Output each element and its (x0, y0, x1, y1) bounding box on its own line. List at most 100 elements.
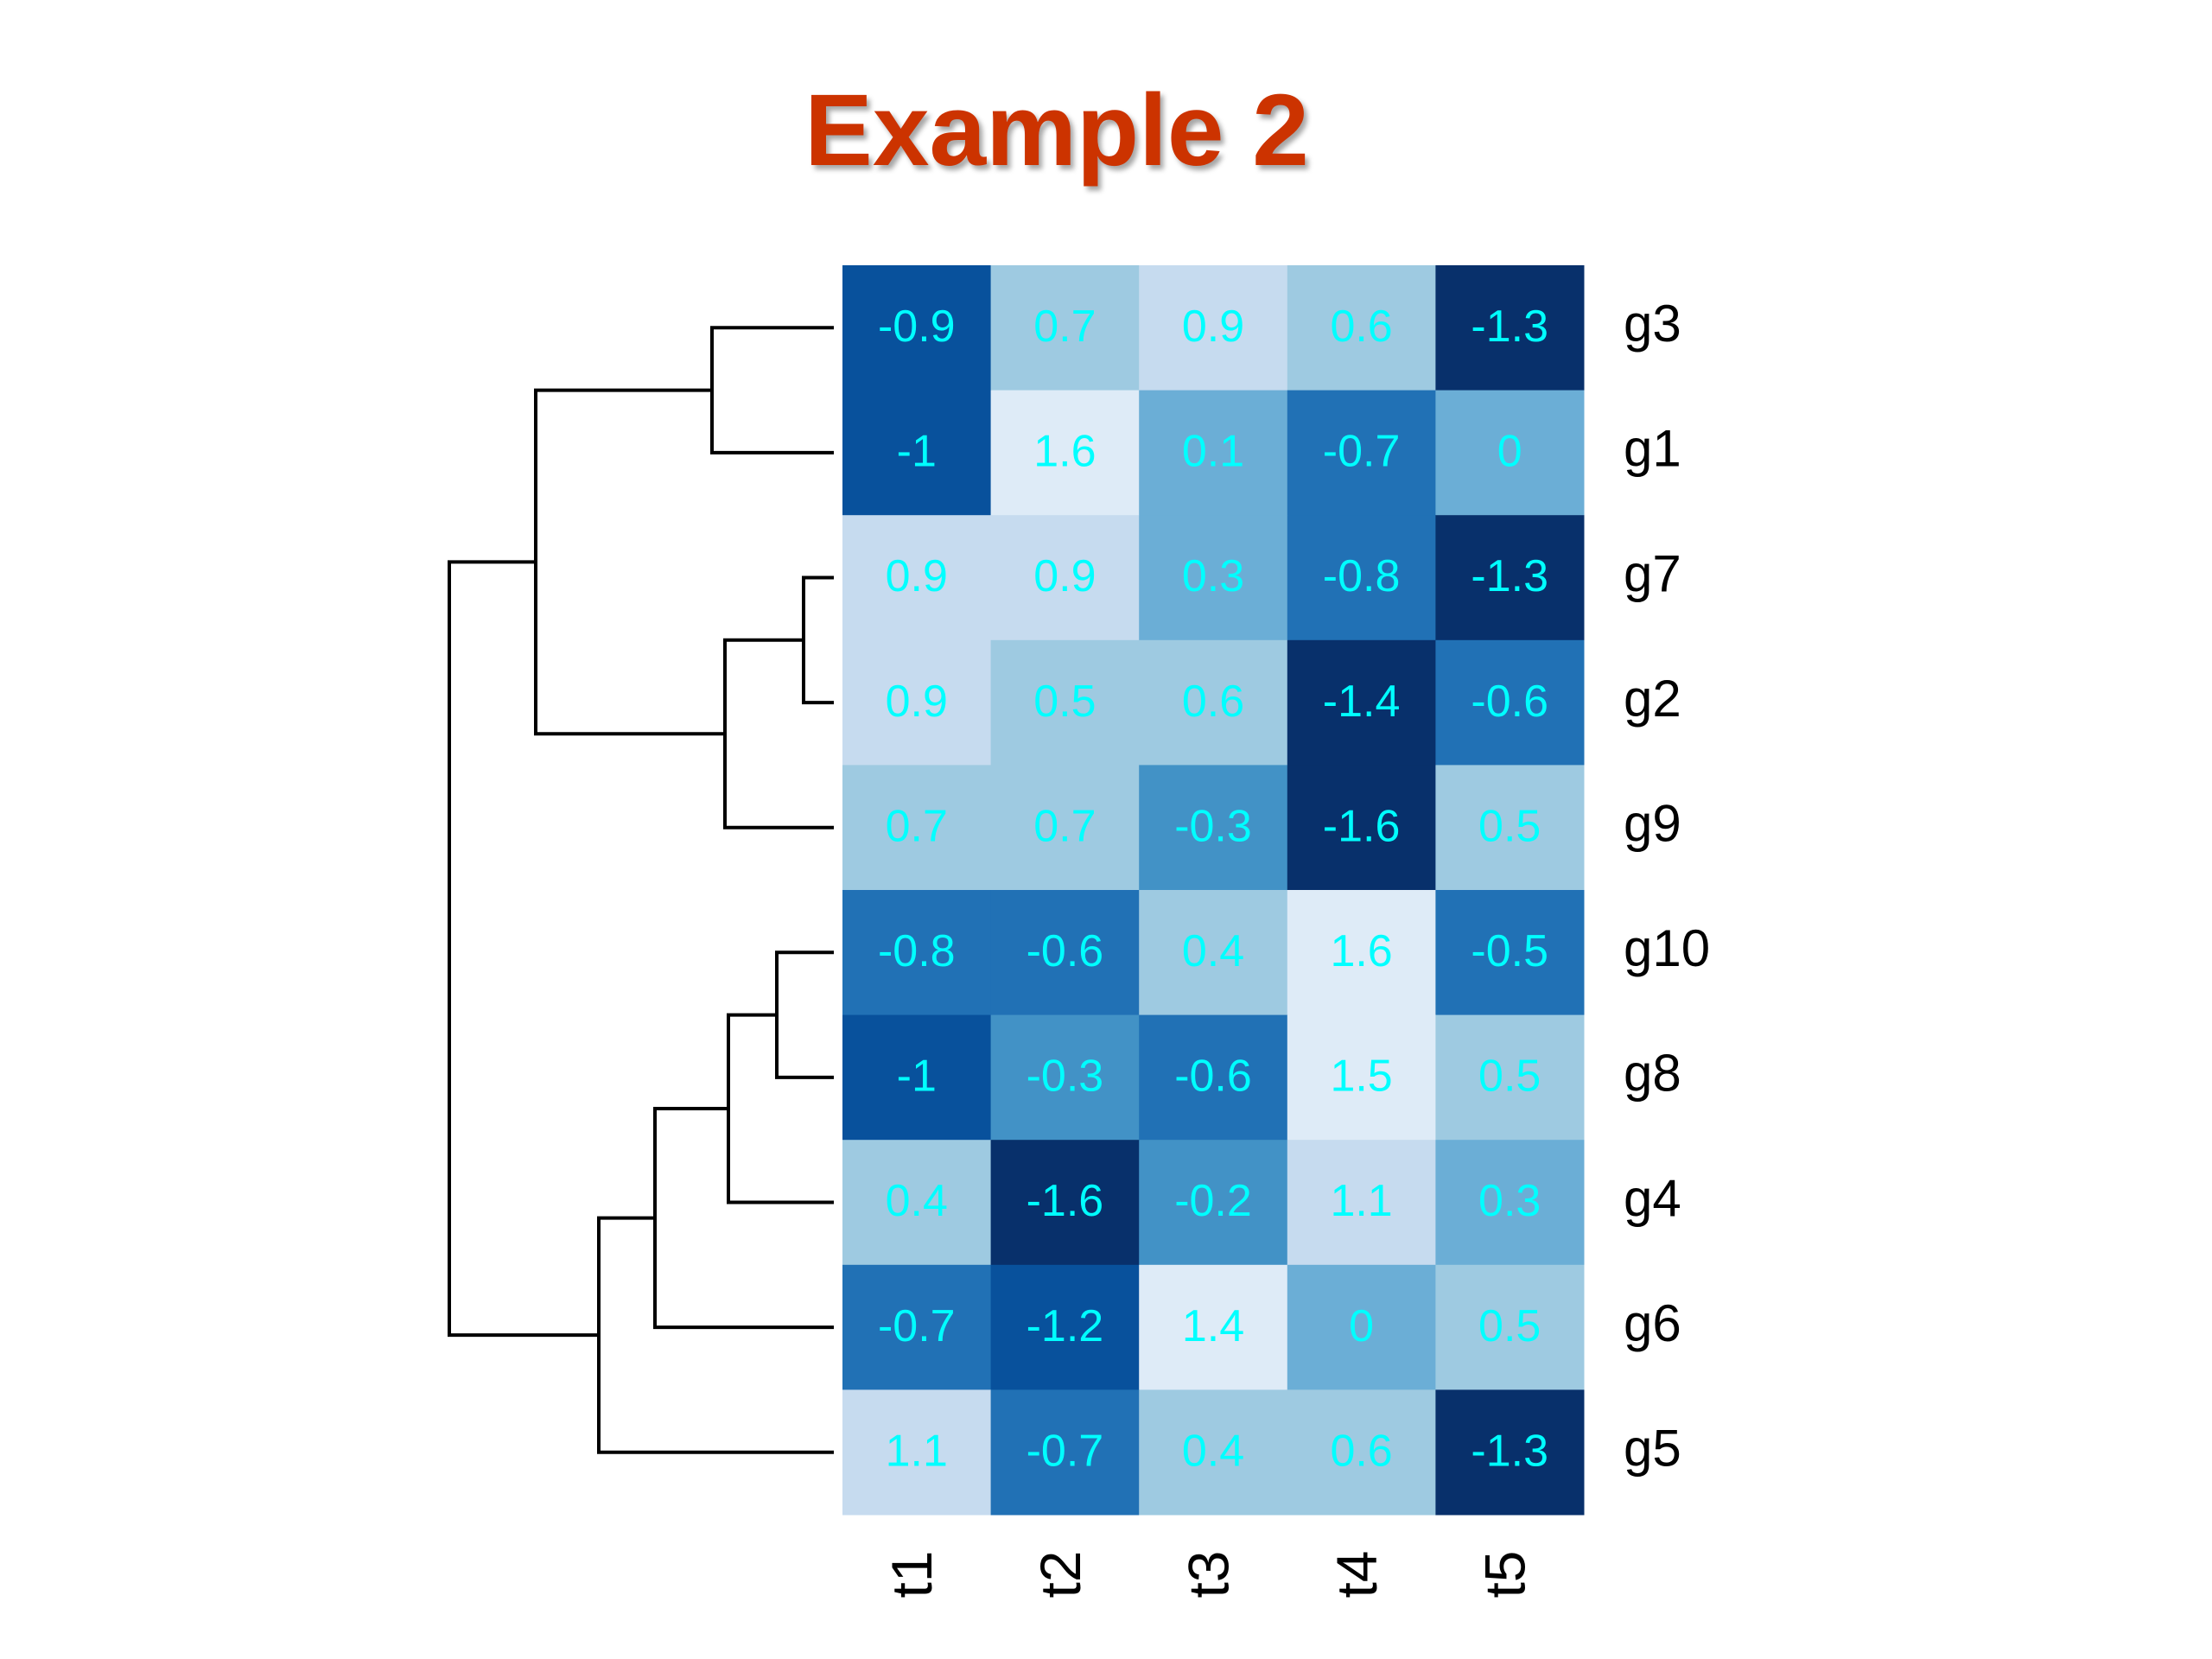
heatmap-cell (1139, 890, 1288, 1016)
dendrogram (448, 326, 834, 1454)
heatmap-cell (1287, 1264, 1436, 1390)
dendrogram-branch (710, 326, 834, 454)
heatmap-cell (842, 1389, 992, 1516)
heatmap-cell (990, 390, 1140, 516)
cell-label: -1 (897, 427, 937, 477)
heatmap-cell (990, 515, 1140, 641)
heatmap-cell (990, 265, 1140, 391)
heatmap-cell (1435, 265, 1585, 391)
cell-label: -0.2 (1174, 1176, 1252, 1226)
cell-label: -0.8 (1323, 551, 1401, 601)
cell-label: 0.5 (1478, 1052, 1541, 1102)
row-label: g2 (1624, 670, 1681, 728)
heatmap-cell (990, 1264, 1140, 1390)
heatmap-cell (1139, 515, 1288, 641)
heatmap-cell (1139, 1014, 1288, 1141)
cell-label: -1.6 (1323, 801, 1401, 851)
cell-label: -0.6 (1471, 677, 1548, 727)
cell-label: 0.5 (1478, 801, 1541, 851)
heatmap-cell (842, 765, 992, 891)
row-label: g8 (1624, 1045, 1681, 1103)
row-label: g6 (1624, 1294, 1681, 1352)
dendrogram-branch (775, 950, 834, 1079)
heatmap-cell (1139, 1264, 1288, 1390)
heatmap-cell (990, 765, 1140, 891)
cell-label: -0.3 (1027, 1052, 1104, 1102)
heatmap-cell (1139, 265, 1288, 391)
column-label: t1 (880, 1550, 944, 1598)
dendrogram-branch (802, 575, 834, 705)
heatmap-cell (1435, 765, 1585, 891)
heatmap-cell (1435, 515, 1585, 641)
chart-title: Example 2 (804, 73, 1309, 188)
heatmap-cell (842, 390, 992, 516)
column-label: t4 (1325, 1550, 1389, 1598)
cell-label: 0.9 (1182, 302, 1244, 352)
heatmap-cell (990, 1140, 1140, 1266)
cell-label: 0.4 (1182, 1426, 1244, 1476)
cell-label: 0.6 (1182, 677, 1244, 727)
heatmap-cell (1287, 1014, 1436, 1141)
heatmap-cell (1287, 765, 1436, 891)
cell-label: 0.5 (1033, 677, 1096, 727)
cell-label: 0.9 (886, 551, 948, 601)
cell-label: 0.9 (1033, 551, 1096, 601)
cell-label: 0.5 (1478, 1301, 1541, 1351)
row-label: g5 (1624, 1420, 1681, 1478)
row-label: g9 (1624, 795, 1681, 853)
cell-label: 0.3 (1478, 1176, 1541, 1226)
heatmap-cell (1435, 1264, 1585, 1390)
cell-label: 0.1 (1182, 427, 1244, 477)
cell-label: -0.7 (1027, 1426, 1104, 1476)
row-label: g3 (1624, 295, 1681, 353)
row-label: g1 (1624, 420, 1681, 478)
cell-label: 1.6 (1033, 427, 1096, 477)
row-label: g10 (1624, 919, 1710, 977)
cell-label: -1.4 (1323, 677, 1401, 727)
dendrogram-branch (597, 1216, 834, 1454)
heatmap-cell (990, 890, 1140, 1016)
cell-label: -1.6 (1027, 1176, 1104, 1226)
cell-label: 0.7 (1033, 302, 1096, 352)
cell-label: 0 (1349, 1301, 1374, 1351)
cell-label: 0.6 (1330, 1426, 1392, 1476)
heatmap-cell (842, 1264, 992, 1390)
heatmap-cell (1287, 639, 1436, 766)
cell-label: -0.3 (1174, 801, 1252, 851)
heatmap-cell (1139, 390, 1288, 516)
cell-label: -1 (897, 1052, 937, 1102)
cell-label: -1.3 (1471, 1426, 1548, 1476)
heatmap-cell (1435, 1014, 1585, 1141)
cell-label: 0.7 (1033, 801, 1096, 851)
heatmap-cell (842, 1140, 992, 1266)
heatmap-cell (842, 1014, 992, 1141)
cell-label: 0.4 (1182, 926, 1244, 976)
cell-label: 0 (1497, 427, 1522, 477)
heatmap-cell (1287, 515, 1436, 641)
heatmap-cell (1139, 1140, 1288, 1266)
heatmap-cell (1435, 1140, 1585, 1266)
column-label: t3 (1176, 1550, 1240, 1598)
heatmap-cell (842, 890, 992, 1016)
cell-label: -0.6 (1027, 926, 1104, 976)
heatmap-cell (1287, 1140, 1436, 1266)
cell-label: -1.3 (1471, 302, 1548, 352)
heatmap-cell (1139, 1389, 1288, 1516)
cell-label: 0.3 (1182, 551, 1244, 601)
heatmap-cell (1287, 1389, 1436, 1516)
cell-label: 0.9 (886, 677, 948, 727)
heatmap-cell (1435, 639, 1585, 766)
dendrogram-branch (723, 638, 834, 830)
cell-label: -0.8 (878, 926, 956, 976)
cell-label: 1.6 (1330, 926, 1392, 976)
row-label: g4 (1624, 1169, 1681, 1227)
heatmap-cell (990, 639, 1140, 766)
cell-label: -1.2 (1027, 1301, 1104, 1351)
cell-label: 1.5 (1330, 1052, 1392, 1102)
dendrogram-branch (653, 1107, 834, 1330)
heatmap-cell (1435, 1389, 1585, 1516)
heatmap-cell (842, 265, 992, 391)
cell-label: -0.5 (1471, 926, 1548, 976)
cell-label: -1.3 (1471, 551, 1548, 601)
